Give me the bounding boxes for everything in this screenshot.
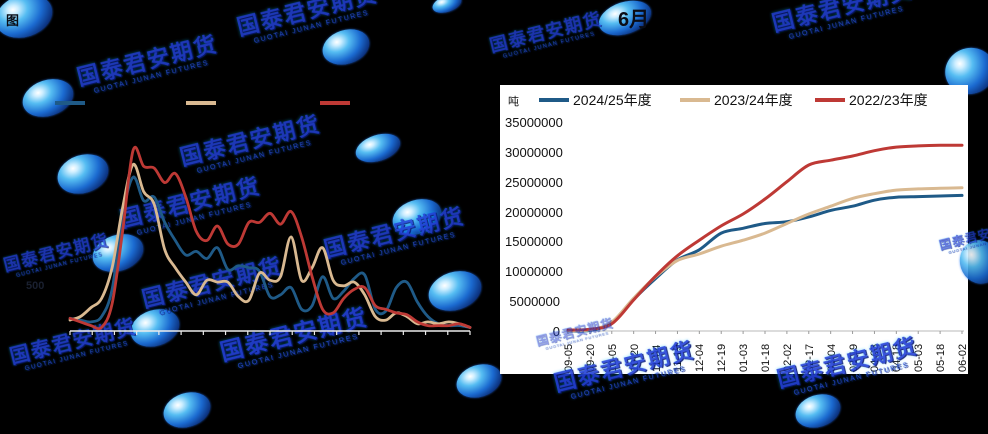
- left-series-line-blue: [68, 175, 472, 329]
- legend-swatch: [539, 98, 569, 102]
- x-axis-tick-label: 05-18: [935, 343, 948, 372]
- legend-item: 2024/25年度: [539, 92, 652, 108]
- legend-swatch: [680, 98, 710, 102]
- left-chart-plot: [68, 146, 472, 335]
- y-axis-tick-label: 25000000: [505, 174, 563, 190]
- watermark-globe-logo: [158, 386, 216, 434]
- legend-label: 2022/23年度: [849, 92, 928, 108]
- left-series-line-red: [68, 146, 472, 331]
- x-axis-tick-label: 01-03: [738, 343, 751, 372]
- left-legend-swatch-blue: [55, 101, 85, 105]
- right-series-line: [566, 193, 964, 333]
- y-axis-tick-label: 20000000: [505, 204, 563, 220]
- x-axis-tick-label: 06-02: [957, 343, 969, 372]
- watermark-globe-logo: [317, 23, 375, 71]
- legend-item: 2022/23年度: [815, 92, 928, 108]
- x-axis-tick-label: 01-18: [760, 343, 772, 372]
- x-axis-tick-label: 12-19: [716, 343, 729, 372]
- right-series-line: [566, 143, 964, 332]
- left-axis-label-fragment: 500: [26, 280, 45, 292]
- figure-title-month-fragment: 6月: [618, 9, 650, 31]
- y-axis-tick-label: 10000000: [505, 264, 563, 280]
- left-weekly-line-chart: [0, 85, 500, 385]
- y-axis-tick-label: 30000000: [505, 144, 563, 160]
- watermark-cjk-text: 国泰君安期货: [769, 0, 916, 37]
- y-axis-tick-label: 0: [552, 324, 560, 339]
- y-axis-tick-label: 15000000: [505, 234, 563, 250]
- y-axis-tick-label: 35000000: [505, 115, 563, 130]
- figure-title-fragment: 图: [6, 13, 20, 28]
- left-series-line-tan: [68, 163, 472, 329]
- legend-label: 2023/24年度: [714, 92, 793, 108]
- y-axis-unit-label: 吨: [508, 96, 519, 108]
- legend-label: 2024/25年度: [573, 92, 652, 108]
- left-legend-swatch-red: [320, 101, 350, 105]
- left-legend-swatch-tan: [186, 101, 216, 105]
- y-axis-tick-label: 5000000: [509, 294, 560, 310]
- legend-swatch: [815, 98, 845, 102]
- right-cumulative-line-chart: 吨 2024/25年度 2023/24年度 2022/23年度 0 5000000 10…: [500, 85, 969, 374]
- watermark-globe-logo: [430, 0, 464, 17]
- right-chart-plot: [564, 143, 964, 334]
- legend-item: 2023/24年度: [680, 92, 793, 108]
